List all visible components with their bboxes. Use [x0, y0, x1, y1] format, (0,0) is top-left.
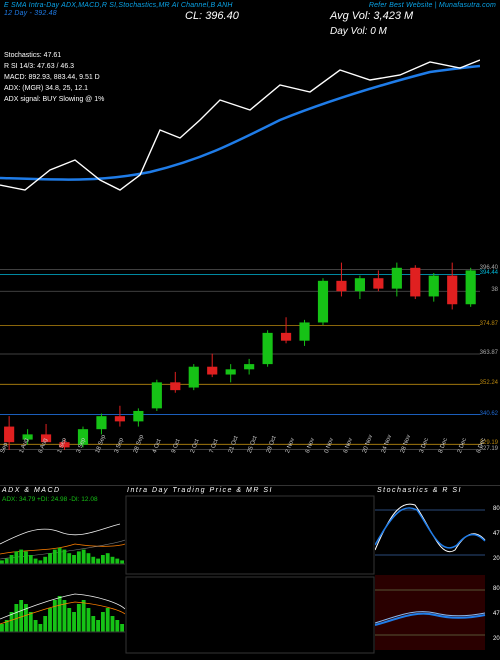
avg-value: 3,423 M: [373, 10, 413, 22]
p1-title: ADX & MACD: [0, 486, 125, 495]
dayvol: Day Vol: 0 M: [330, 26, 387, 37]
top-line-chart: [0, 50, 480, 220]
svg-text:47: 47: [493, 611, 500, 617]
cl-value: 396.40: [205, 10, 239, 22]
avg-label: Avg Vol:: [330, 10, 370, 22]
lower-panels: ADX & MACD ADX: 34.79 +DI: 24.98 -DI: 12…: [0, 485, 500, 660]
chart-header: E SMA Intra-Day ADX,MACD,R SI,Stochastic…: [0, 0, 500, 50]
svg-text:20: 20: [493, 636, 500, 642]
cl-label: CL:: [185, 10, 202, 22]
panel-adx-macd: ADX & MACD ADX: 34.79 +DI: 24.98 -DI: 12…: [0, 485, 125, 660]
header-l1-right: Refer Best Website | Munafasutra.com: [369, 2, 496, 9]
price-axis: 396.40394.4438374.87363.87352.24340.6232…: [480, 260, 500, 450]
svg-text:20: 20: [493, 556, 500, 562]
svg-text:47.63: 47.63: [493, 531, 500, 537]
candlestick-chart: [0, 260, 480, 450]
p2-title: Intra Day Trading Price & MR SI: [125, 486, 375, 495]
svg-text:80: 80: [493, 586, 500, 592]
header-l2: 12 Day - 392.48: [4, 10, 496, 17]
date-axis: Sep1 Aug6 Aug1 Sep3 Sep18 Sep3 Sep28 Sep…: [0, 452, 480, 480]
p3-title: Stochastics & R SI: [375, 486, 500, 495]
svg-text:80: 80: [493, 506, 500, 512]
panel-intraday: Intra Day Trading Price & MR SI: [125, 485, 375, 660]
p1-adx-line: ADX: 34.79 +DI: 24.98 -DI: 12.08: [0, 495, 125, 504]
panel-stoch-rsi: Stochastics & R SI 80 47.63 20 80 47 20: [375, 485, 500, 660]
